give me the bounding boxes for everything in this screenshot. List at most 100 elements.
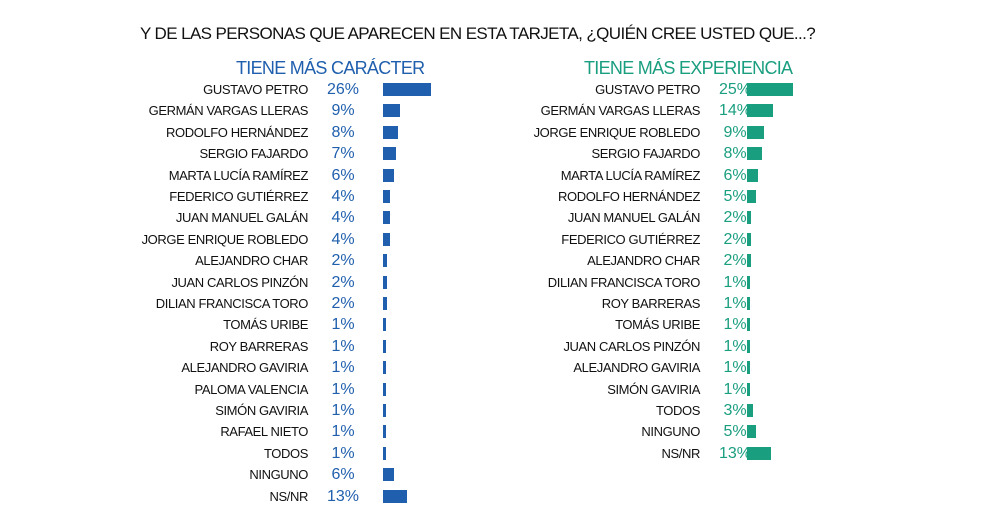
bar [383, 211, 391, 225]
category-label: ALEJANDRO GAVIRIA [573, 360, 700, 376]
data-label: 1% [723, 337, 747, 355]
data-label: 1% [331, 402, 355, 419]
data-label: 6% [331, 466, 355, 484]
category-label: JORGE ENRIQUE ROBLEDO [533, 124, 701, 140]
bar-row: JUAN CARLOS PINZÓN 2% [0, 273, 1000, 293]
bar [383, 339, 386, 353]
data-label: 6% [723, 166, 747, 184]
bar [383, 190, 391, 203]
data-label: 14% [718, 102, 752, 120]
bar [747, 446, 772, 460]
data-label: 2% [723, 252, 747, 270]
category-label: TOMÁS URIBE [223, 317, 308, 333]
category-label: ALEJANDRO CHAR [587, 253, 700, 269]
category-label: NINGUNO [249, 467, 308, 483]
data-label: 2% [331, 273, 355, 291]
bar [747, 382, 750, 396]
bar-row: GUSTAVO PETRO 26% [0, 80, 1000, 100]
bar [383, 275, 387, 289]
bar-row: SERGIO FAJARDO 7% [0, 144, 1000, 164]
data-label: 1% [723, 380, 747, 398]
category-label: NS/NR [661, 445, 701, 461]
bar [383, 489, 408, 503]
category-label: GUSTAVO PETRO [595, 82, 700, 97]
bar-row: FEDERICO GUTIÉRREZ 4% [0, 187, 1000, 207]
bar [383, 382, 386, 396]
bar-row: PALOMA VALENCIA 1% [0, 380, 1000, 400]
chart-title: Y DE LAS PERSONAS QUE APARECEN EN ESTA T… [140, 24, 816, 43]
bar-row: DILIAN FRANCISCA TORO 1% [0, 273, 1000, 293]
bar-row: TOMÁS URIBE 1% [0, 315, 1000, 335]
bar-row: ROY BARRERAS 1% [0, 337, 1000, 357]
data-label: 4% [331, 188, 355, 205]
bar [383, 104, 400, 118]
bar-row: RAFAEL NIETO 1% [0, 422, 1000, 442]
data-label: 25% [718, 81, 752, 98]
data-label: 8% [723, 145, 747, 163]
bar [383, 168, 395, 182]
bar-row: RODOLFO HERNÁNDEZ 5% [0, 187, 1000, 207]
data-label: 2% [331, 295, 355, 312]
category-label: GERMÁN VARGAS LLERAS [148, 103, 309, 119]
category-label: JUAN MANUEL GALÁN [175, 210, 309, 226]
category-label: JORGE ENRIQUE ROBLEDO [141, 231, 309, 247]
bar-row: SIMÓN GAVIRIA 1% [0, 401, 1000, 421]
data-label: 1% [331, 359, 355, 377]
data-label: 1% [331, 444, 355, 462]
category-label: ROY BARRERAS [209, 338, 309, 354]
bar-row: JORGE ENRIQUE ROBLEDO 9% [0, 123, 1000, 143]
category-label: ROY BARRERAS [601, 296, 701, 311]
bar-row: GUSTAVO PETRO 25% [0, 80, 1000, 100]
category-label: DILIAN FRANCISCA TORO [547, 274, 701, 290]
data-label: 1% [723, 273, 747, 291]
bar [747, 318, 750, 332]
bar [383, 446, 386, 460]
bar-row: ALEJANDRO CHAR 2% [0, 251, 1000, 271]
bar-row: FEDERICO GUTIÉRREZ 2% [0, 230, 1000, 250]
category-label: SERGIO FAJARDO [199, 146, 308, 162]
category-label: JUAN CARLOS PINZÓN [563, 338, 700, 354]
data-label: 3% [723, 402, 747, 419]
bar [747, 425, 757, 439]
bar [383, 254, 387, 268]
data-label: 7% [331, 145, 355, 163]
data-label: 9% [331, 102, 355, 120]
category-label: NINGUNO [641, 424, 700, 440]
bar-row: JUAN MANUEL GALÁN 2% [0, 208, 1000, 228]
bar [383, 404, 386, 417]
data-label: 4% [331, 209, 355, 227]
bar [747, 125, 764, 139]
bar [383, 232, 391, 246]
panel-title-caracter: TIENE MÁS CARÁCTER [236, 58, 425, 78]
bar [747, 339, 750, 353]
bar [747, 404, 753, 417]
bar-row: DILIAN FRANCISCA TORO 2% [0, 294, 1000, 314]
bar-row: MARTA LUCÍA RAMÍREZ 6% [0, 166, 1000, 186]
bar-row: ROY BARRERAS 1% [0, 294, 1000, 314]
category-label: RAFAEL NIETO [220, 424, 308, 440]
category-label: MARTA LUCÍA RAMÍREZ [168, 167, 309, 183]
bar-row: RODOLFO HERNÁNDEZ 8% [0, 123, 1000, 143]
category-label: TODOS [656, 403, 700, 418]
bar-row: GERMÁN VARGAS LLERAS 14% [0, 101, 1000, 121]
bar [383, 361, 386, 375]
category-label: SERGIO FAJARDO [591, 146, 700, 162]
data-label: 2% [723, 230, 747, 248]
bar-row: NINGUNO 6% [0, 465, 1000, 485]
bar [747, 254, 751, 268]
bar-row: JUAN CARLOS PINZÓN 1% [0, 337, 1000, 357]
category-label: GERMÁN VARGAS LLERAS [540, 103, 701, 119]
category-label: DILIAN FRANCISCA TORO [155, 296, 309, 311]
bar [383, 125, 398, 139]
bar-row: ALEJANDRO CHAR 2% [0, 251, 1000, 271]
data-label: 26% [326, 81, 360, 98]
bar [383, 468, 395, 482]
bar [747, 297, 750, 310]
bar-row: GERMÁN VARGAS LLERAS 9% [0, 101, 1000, 121]
bar [747, 275, 750, 289]
category-label: RODOLFO HERNÁNDEZ [558, 189, 700, 204]
bar-row: ALEJANDRO GAVIRIA 1% [0, 358, 1000, 378]
data-label: 1% [723, 316, 747, 334]
bar-row: JORGE ENRIQUE ROBLEDO 4% [0, 230, 1000, 250]
bar [383, 297, 387, 310]
